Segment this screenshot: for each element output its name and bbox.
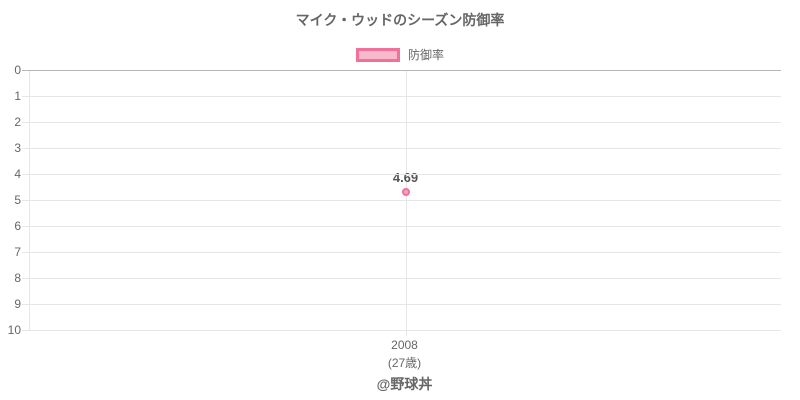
y-gridline xyxy=(30,148,781,149)
y-tick-label: 9 xyxy=(14,297,21,311)
data-point[interactable] xyxy=(401,188,410,196)
attribution: @野球丼 xyxy=(376,376,433,392)
y-gridline xyxy=(30,96,781,97)
y-gridline xyxy=(30,174,781,175)
y-tick-label: 5 xyxy=(14,193,21,207)
y-gridline xyxy=(30,70,781,71)
data-point-label: 4.69 xyxy=(392,170,419,185)
y-gridline xyxy=(30,122,781,123)
y-tickmark xyxy=(22,304,30,305)
legend[interactable]: 防御率 xyxy=(0,46,800,63)
y-gridline xyxy=(30,278,781,279)
x-tick-year: 2008 xyxy=(391,338,418,352)
y-gridline xyxy=(30,304,781,305)
y-tick-label: 7 xyxy=(14,245,21,259)
y-gridline xyxy=(30,200,781,201)
plot-area: 4.69 0 1 2 3 4 5 6 7 8 9 10 xyxy=(8,63,781,337)
y-tick-label: 2 xyxy=(14,115,21,129)
y-tickmark xyxy=(22,70,30,71)
y-tickmark xyxy=(22,330,30,331)
y-tick-label: 6 xyxy=(14,219,21,233)
y-gridline xyxy=(30,252,781,253)
y-tick-label: 3 xyxy=(14,141,21,155)
y-tickmark xyxy=(22,148,30,149)
y-tickmark xyxy=(22,122,30,123)
y-tick-label: 8 xyxy=(14,271,21,285)
x-axis: 2008 (27歳) @野球丼 xyxy=(29,336,780,394)
y-tick-label: 1 xyxy=(14,89,21,103)
x-tick-age: (27歳) xyxy=(387,356,422,370)
era-legend-swatch xyxy=(355,47,400,62)
x-gridline-2008 xyxy=(405,70,407,336)
y-gridline xyxy=(30,330,781,331)
y-tick-label: 4 xyxy=(14,167,21,181)
y-tick-label: 0 xyxy=(14,63,21,77)
y-tick-label: 10 xyxy=(7,323,21,337)
y-tickmark xyxy=(22,174,30,175)
era-legend-label: 防御率 xyxy=(407,48,444,62)
chart-title: マイク・ウッドのシーズン防御率 xyxy=(295,12,505,28)
y-tickmark xyxy=(22,226,30,227)
y-tickmark xyxy=(22,200,30,201)
y-tickmark xyxy=(22,252,30,253)
y-gridline xyxy=(30,226,781,227)
y-tickmark xyxy=(22,278,30,279)
y-tickmark xyxy=(22,96,30,97)
